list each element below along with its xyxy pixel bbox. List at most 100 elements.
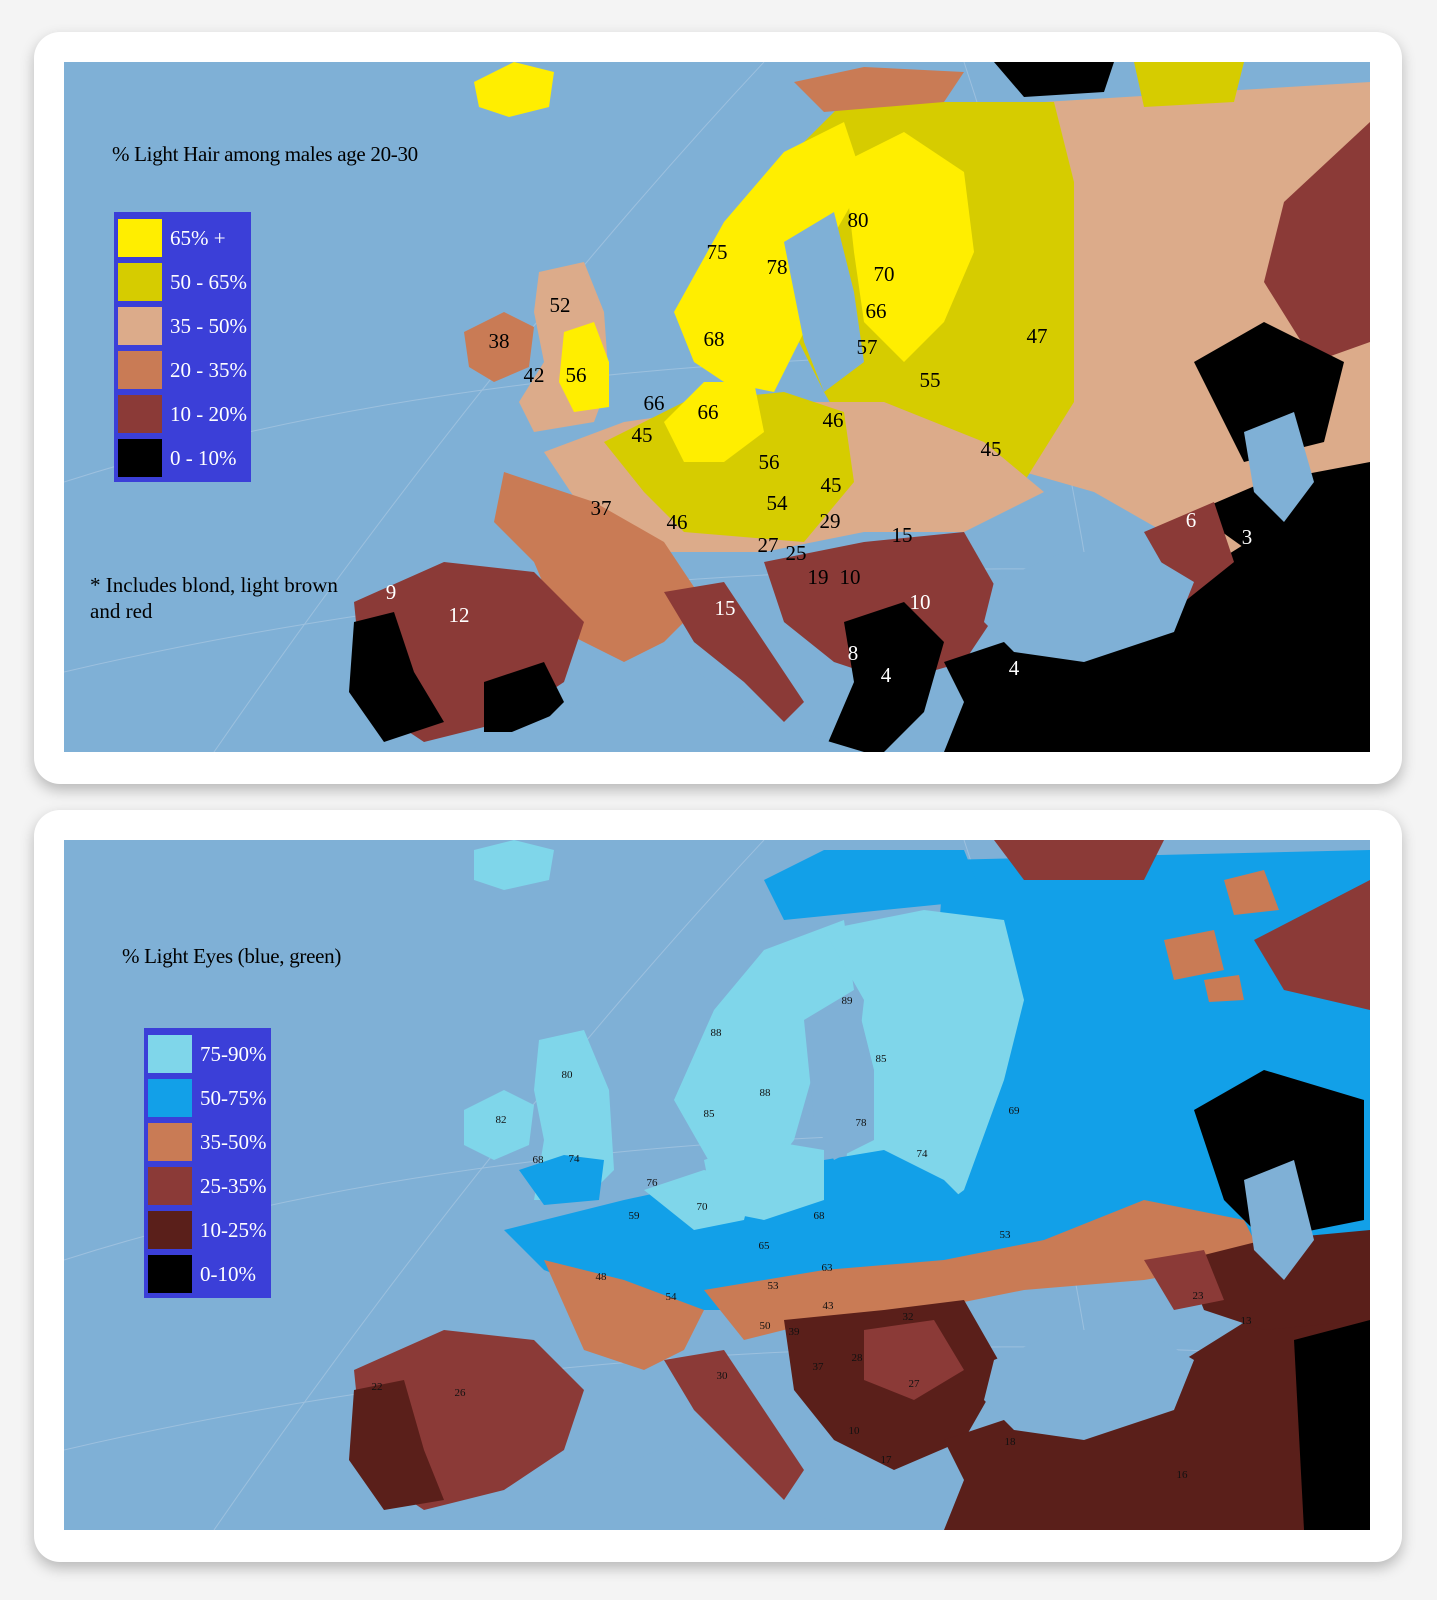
map-value-label: 17	[881, 1454, 893, 1466]
map-value-label: 48	[596, 1271, 608, 1283]
map-value-label: 45	[981, 437, 1002, 461]
map-value-label: 56	[566, 363, 587, 387]
map-value-label: 66	[698, 400, 719, 424]
region-ural	[1254, 880, 1370, 1010]
legend-swatch	[118, 219, 162, 257]
region-south-belt	[704, 1200, 1264, 1340]
map-value-label: 68	[533, 1154, 545, 1166]
light-hair-legend: 65% + 50 - 65% 35 - 50% 20 - 35% 10 - 20…	[114, 212, 251, 482]
region-portugal	[349, 1380, 444, 1510]
region-south-east	[824, 602, 944, 752]
region-finland	[844, 132, 974, 362]
region-caucasus-brown	[1144, 1250, 1224, 1310]
map-value-label: 68	[704, 327, 725, 351]
legend-label: 50 - 65%	[170, 269, 247, 294]
light-eyes-map-graphic: 89 88 85 88 80 85 82 78 74 69 68 74 76 70 59 68 65 53 48 54…	[64, 840, 1370, 1530]
region-caspian-black	[1194, 322, 1344, 462]
region-top-black	[994, 62, 1114, 97]
legend-label: 25-35%	[200, 1173, 267, 1198]
legend-item: 75-90%	[148, 1032, 267, 1076]
map-value-label: 37	[813, 1361, 825, 1373]
region-ireland	[464, 312, 534, 382]
map-value-label: 70	[874, 262, 895, 286]
map-value-label: 66	[644, 391, 665, 415]
map-value-label: 10	[840, 565, 861, 589]
map-value-label: 16	[1177, 1469, 1189, 1481]
legend-item: 35 - 50%	[118, 304, 247, 348]
map-value-label: 13	[1241, 1315, 1253, 1327]
legend-item: 20 - 35%	[118, 348, 247, 392]
map-value-label: 43	[823, 1300, 835, 1312]
map-value-label: 45	[632, 423, 653, 447]
map-value-label: 80	[848, 208, 869, 232]
legend-label: 0 - 10%	[170, 445, 237, 470]
light-eyes-legend: 75-90% 50-75% 35-50% 25-35% 10-25% 0-10%	[144, 1028, 271, 1298]
map-value-label: 46	[823, 408, 844, 432]
legend-item: 0 - 10%	[118, 436, 247, 480]
region-scandinavia	[674, 122, 864, 392]
map-value-label: 8	[848, 641, 859, 665]
region-ireland	[464, 1090, 534, 1160]
map-value-label: 18	[1005, 1436, 1017, 1448]
map-value-label: 27	[758, 533, 779, 557]
region-caucasus-brown	[1144, 502, 1234, 602]
map-value-label: 54	[767, 491, 789, 515]
map-value-label: 66	[866, 299, 887, 323]
legend-swatch	[148, 1035, 192, 1073]
map-value-label: 4	[881, 663, 892, 687]
map-value-label: 23	[1193, 1290, 1205, 1302]
map-value-label: 52	[550, 293, 571, 317]
map-value-label: 75	[707, 240, 728, 264]
region-france-south	[544, 1260, 704, 1370]
region-blob2	[1224, 870, 1279, 915]
footnote-line-1: * Includes blond, light brown	[90, 573, 338, 597]
light-eyes-map-title: % Light Eyes (blue, green)	[122, 944, 342, 968]
caspian-sea	[1244, 1160, 1314, 1280]
map-value-label: 54	[666, 1291, 678, 1303]
map-value-label: 88	[711, 1027, 723, 1039]
region-persia-black	[1294, 1320, 1370, 1530]
region-italy	[664, 582, 804, 722]
map-value-label: 15	[715, 596, 736, 620]
legend-label: 10 - 20%	[170, 401, 247, 426]
map-value-label: 85	[704, 1108, 716, 1120]
map-value-label: 32	[903, 1311, 914, 1323]
map-value-label: 59	[629, 1210, 641, 1222]
region-denmark-north-germany	[664, 382, 764, 462]
region-ural	[1264, 122, 1370, 362]
light-eyes-map: 89 88 85 88 80 85 82 78 74 69 68 74 76 70 59 68 65 53 48 54…	[64, 840, 1370, 1530]
mediterranean	[464, 662, 864, 752]
legend-swatch	[118, 395, 162, 433]
map-value-label: 65	[759, 1240, 771, 1252]
region-italy	[664, 1350, 804, 1500]
map-value-label: 10	[849, 1425, 861, 1437]
map-number-labels: 89 88 85 88 80 85 82 78 74 69 68 74 76 70 59 68 65 53 48 54…	[372, 995, 1253, 1481]
region-caspian-black	[1194, 1070, 1364, 1240]
map-value-label: 80	[562, 1069, 574, 1081]
map-value-label: 15	[892, 523, 913, 547]
legend-swatch	[118, 439, 162, 477]
map-value-label: 29	[820, 509, 841, 533]
map-value-label: 4	[1009, 656, 1020, 680]
region-scandinavia	[674, 920, 854, 1180]
region-caucasus	[1184, 1230, 1370, 1330]
legend-label: 50-75%	[200, 1085, 267, 1110]
map-value-label: 47	[1027, 324, 1048, 348]
region-top-brown	[994, 840, 1164, 880]
region-balkans	[764, 532, 1004, 682]
map-value-label: 38	[489, 329, 510, 353]
map-value-label: 39	[789, 1326, 801, 1338]
region-france	[494, 472, 704, 662]
region-portugal-south	[349, 612, 444, 742]
light-hair-footnote: * Includes blond, light brown and red	[90, 572, 338, 624]
map-value-label: 74	[917, 1148, 929, 1160]
region-germany	[604, 392, 854, 542]
light-hair-map-title: % Light Hair among males age 20-30	[112, 142, 418, 166]
map-value-label: 57	[857, 335, 878, 359]
map-value-label: 10	[910, 590, 931, 614]
legend-swatch	[148, 1255, 192, 1293]
region-germany-north	[704, 1140, 824, 1220]
map-value-label: 50	[760, 1320, 772, 1332]
map-value-label: 68	[814, 1210, 826, 1222]
